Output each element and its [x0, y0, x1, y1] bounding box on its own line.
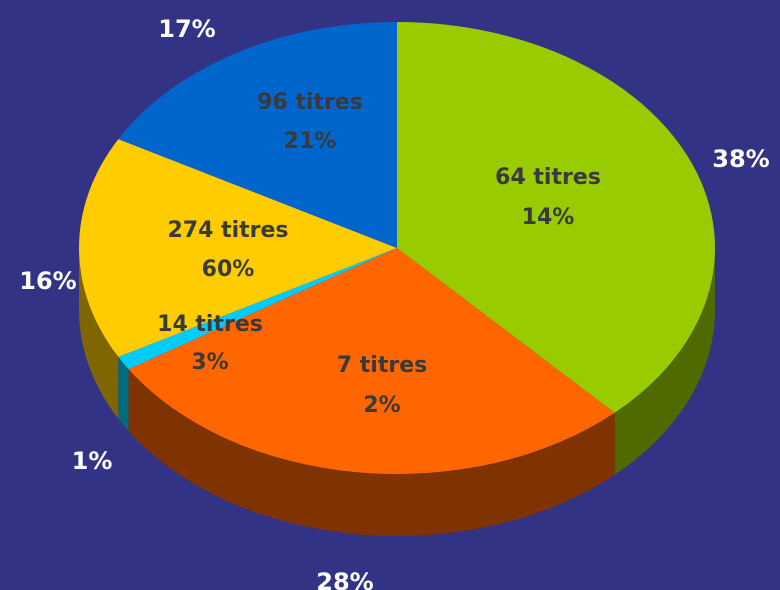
pie-top-face [78, 22, 715, 474]
slice-title-count-4: 96 titres [257, 90, 363, 115]
pie-side-2 [118, 356, 129, 432]
slice-title-count-0: 64 titres [495, 165, 601, 190]
pie-side-walls [79, 248, 715, 537]
outer-percent-label-2: 1% [72, 447, 113, 475]
outer-percent-label-0: 38% [712, 145, 769, 173]
pie-labels: 38% 64 titres 14% 28% 7 titres 2% 1% 14 titres 3… [19, 15, 769, 590]
outer-percent-label-4: 17% [158, 15, 215, 43]
outer-percent-label-3: 16% [19, 267, 76, 295]
pie-slice-0 [397, 22, 715, 413]
pie-side-0 [614, 248, 715, 475]
pie-slice-1 [128, 248, 615, 474]
pie-slice-2 [118, 248, 397, 370]
slice-share-label-4: 21% [284, 129, 337, 154]
slice-share-label-3: 60% [202, 257, 255, 282]
pie-side-1 [128, 369, 615, 537]
slice-share-label-0: 14% [522, 205, 575, 230]
pie-slice-3 [78, 139, 397, 357]
slice-title-count-3: 274 titres [167, 218, 288, 243]
pie-slice-4 [118, 22, 397, 248]
outer-percent-label-1: 28% [316, 568, 373, 590]
slice-title-count-1: 7 titres [337, 353, 427, 378]
pie-side-3 [79, 248, 119, 419]
slice-share-label-1: 2% [363, 393, 400, 418]
slice-share-label-2: 3% [191, 350, 228, 375]
slice-title-count-2: 14 titres [157, 312, 263, 337]
